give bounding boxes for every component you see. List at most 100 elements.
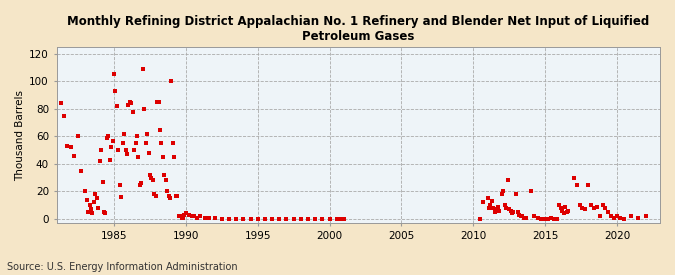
Point — [514, 213, 524, 217]
Point — [245, 217, 256, 221]
Point — [173, 214, 184, 218]
Point — [87, 211, 98, 216]
Point — [533, 215, 543, 220]
Point — [101, 136, 112, 140]
Point — [61, 144, 72, 148]
Point — [223, 217, 234, 221]
Point — [548, 217, 559, 221]
Point — [512, 210, 523, 214]
Point — [109, 72, 119, 77]
Point — [597, 203, 608, 207]
Point — [100, 211, 111, 216]
Point — [103, 134, 113, 139]
Point — [574, 203, 585, 207]
Point — [167, 141, 178, 145]
Title: Monthly Refining District Appalachian No. 1 Refinery and Blender Net Input of Li: Monthly Refining District Appalachian No… — [67, 15, 649, 43]
Point — [91, 196, 102, 200]
Point — [492, 204, 503, 209]
Point — [142, 131, 153, 136]
Point — [179, 213, 190, 217]
Point — [166, 79, 177, 84]
Point — [73, 134, 84, 139]
Point — [116, 195, 127, 199]
Point — [296, 217, 306, 221]
Point — [500, 203, 510, 207]
Point — [144, 173, 155, 177]
Point — [68, 153, 79, 158]
Point — [504, 207, 514, 211]
Point — [130, 141, 141, 145]
Point — [178, 215, 188, 220]
Point — [554, 203, 565, 207]
Point — [594, 214, 605, 218]
Point — [525, 189, 536, 194]
Point — [487, 199, 497, 203]
Point — [485, 203, 496, 207]
Point — [169, 155, 180, 159]
Point — [274, 217, 285, 221]
Point — [483, 206, 494, 210]
Point — [539, 217, 550, 221]
Point — [86, 207, 97, 211]
Point — [545, 215, 556, 220]
Point — [96, 148, 107, 152]
Point — [535, 217, 546, 221]
Point — [165, 196, 176, 200]
Point — [288, 217, 299, 221]
Point — [137, 67, 148, 71]
Point — [199, 215, 210, 220]
Point — [551, 217, 562, 221]
Point — [331, 217, 342, 221]
Point — [151, 193, 161, 198]
Point — [93, 206, 104, 210]
Point — [497, 192, 508, 196]
Point — [140, 141, 151, 145]
Point — [502, 178, 513, 183]
Point — [626, 214, 637, 218]
Point — [203, 215, 214, 220]
Point — [478, 200, 489, 205]
Point — [600, 206, 611, 210]
Point — [209, 215, 220, 220]
Point — [83, 210, 94, 214]
Point — [557, 208, 568, 213]
Point — [134, 182, 145, 187]
Point — [231, 217, 242, 221]
Point — [591, 204, 602, 209]
Point — [508, 210, 519, 214]
Point — [317, 217, 328, 221]
Point — [156, 141, 167, 145]
Point — [324, 217, 335, 221]
Point — [577, 206, 588, 210]
Point — [170, 193, 181, 198]
Point — [152, 100, 163, 104]
Point — [561, 210, 572, 214]
Point — [189, 214, 200, 218]
Point — [124, 100, 135, 104]
Point — [65, 145, 76, 150]
Point — [149, 192, 160, 196]
Point — [521, 215, 532, 220]
Point — [515, 214, 526, 218]
Point — [146, 175, 157, 180]
Point — [589, 206, 599, 210]
Point — [518, 215, 529, 220]
Point — [338, 217, 349, 221]
Point — [136, 181, 146, 185]
Point — [501, 206, 512, 210]
Point — [609, 215, 620, 220]
Point — [580, 207, 591, 211]
Point — [586, 203, 597, 207]
Point — [126, 101, 136, 106]
Point — [238, 217, 248, 221]
Point — [153, 100, 164, 104]
Text: Source: U.S. Energy Information Administration: Source: U.S. Energy Information Administ… — [7, 262, 238, 272]
Point — [252, 217, 263, 221]
Point — [605, 214, 616, 218]
Point — [488, 206, 499, 210]
Point — [612, 214, 622, 218]
Point — [335, 217, 346, 221]
Point — [516, 214, 527, 218]
Point — [528, 214, 539, 218]
Point — [76, 169, 86, 173]
